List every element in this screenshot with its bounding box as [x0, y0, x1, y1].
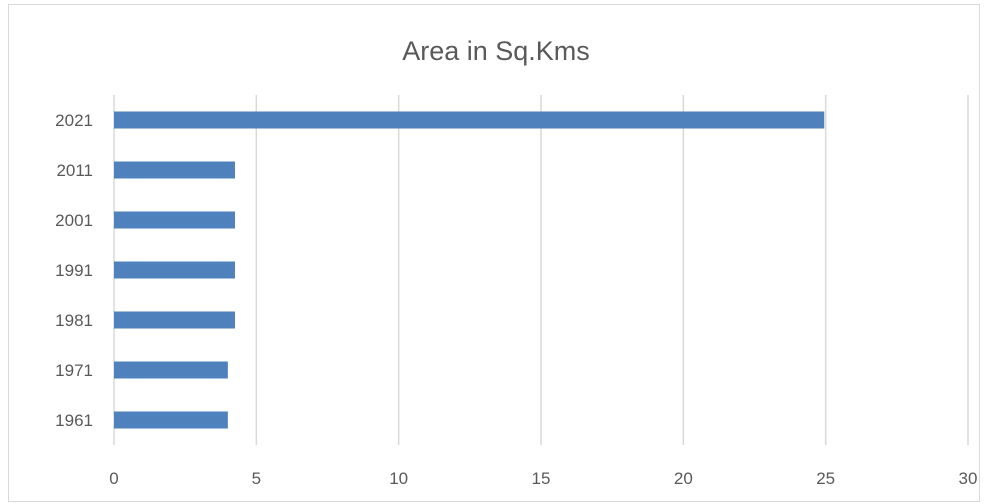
y-tick-label: 2021 [55, 111, 93, 130]
bar-1971 [114, 361, 228, 379]
x-tick-label: 10 [389, 469, 408, 488]
y-tick-label: 1981 [55, 311, 93, 330]
bar-1981 [114, 311, 235, 329]
x-tick-label: 25 [816, 469, 835, 488]
x-tick-label: 30 [959, 469, 978, 488]
y-tick-label: 1961 [55, 411, 93, 430]
bar-1961 [114, 411, 228, 429]
bar-2011 [114, 161, 235, 179]
bars [114, 111, 825, 429]
y-tick-label: 2011 [56, 161, 93, 180]
gridlines [113, 95, 969, 445]
chart-title: Area in Sq.Kms [402, 36, 590, 66]
x-tick-label: 5 [252, 469, 261, 488]
bar-1991 [114, 261, 235, 279]
x-tick-label: 15 [532, 469, 551, 488]
bar-2001 [114, 211, 235, 229]
x-axis-labels: 0 5 10 15 20 25 30 [109, 469, 977, 488]
y-tick-label: 1971 [55, 361, 93, 380]
y-axis-labels: 2021 2011 2001 1991 1981 1971 1961 [55, 111, 93, 430]
y-tick-label: 1991 [55, 261, 93, 280]
x-tick-label: 0 [109, 469, 118, 488]
y-tick-label: 2001 [55, 211, 93, 230]
x-tick-label: 20 [674, 469, 693, 488]
bar-2021 [114, 111, 825, 129]
